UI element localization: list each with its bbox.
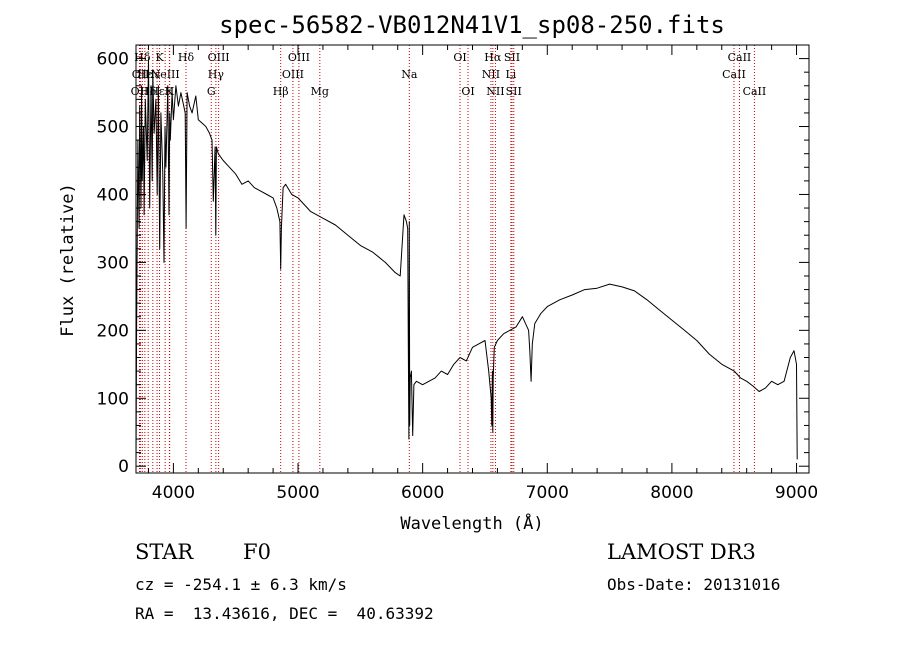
x-tick-label-2: 6000	[401, 483, 444, 503]
chart-title: spec-56582-VB012N41V1_sp08-250.fits	[219, 11, 725, 39]
object-subclass: F0	[243, 540, 271, 564]
line-marker-label-12: G	[207, 85, 216, 98]
line-marker-label-20: OI	[453, 51, 466, 64]
y-tick-label-6: 600	[97, 50, 129, 70]
x-tick-label-4: 8000	[650, 483, 693, 503]
line-marker-label-16: OIII	[282, 68, 304, 81]
line-marker-label-17: OIII	[288, 51, 310, 64]
line-marker-label-25: Li	[505, 68, 516, 81]
line-marker-label-19: Na	[401, 68, 418, 81]
y-tick-label-1: 100	[97, 389, 129, 409]
line-marker-label-26: SII	[504, 51, 520, 64]
line-marker-label-13: Hγ	[208, 68, 225, 81]
x-axis-label: Wavelength (Å)	[400, 512, 543, 534]
line-marker-label-24: NII	[486, 85, 504, 98]
line-marker-label-18: Mg	[311, 85, 329, 98]
line-marker-label-15: Hβ	[273, 85, 289, 98]
coordinates-text: RA = 13.43616, DEC = 40.63392	[135, 604, 434, 623]
line-marker-label-23: Hα	[484, 51, 502, 64]
line-marker-label-7: K	[155, 51, 164, 64]
line-marker-label-0: OII	[131, 85, 149, 98]
line-marker-label-27: SII	[506, 85, 522, 98]
y-tick-label-3: 300	[97, 253, 129, 273]
redshift-text: cz = -254.1 ± 6.3 km/s	[135, 575, 347, 594]
y-axis-label: Flux (relative)	[58, 183, 78, 337]
x-tick-label-1: 5000	[276, 483, 319, 503]
line-marker-label-11: Hδ	[178, 51, 195, 64]
line-marker-label-14: OIII	[208, 51, 230, 64]
x-tick-label-0: 4000	[152, 483, 195, 503]
x-tick-label-5: 9000	[775, 483, 818, 503]
y-tick-label-4: 400	[97, 185, 129, 205]
spectral-line-markers: OIIOIIHδHεHδHεHεKNeIIIHKHδGHγOIIIHβOIIIO…	[131, 45, 767, 473]
observation-date: Obs-Date: 20131016	[607, 575, 781, 594]
line-marker-label-9: H	[165, 85, 175, 98]
y-tick-label-0: 0	[118, 457, 129, 477]
line-marker-label-21: OI	[461, 85, 474, 98]
line-marker-label-22: NII	[482, 68, 500, 81]
object-class: STAR	[135, 540, 194, 564]
x-tick-label-3: 7000	[526, 483, 569, 503]
line-marker-label-10: K	[166, 85, 175, 98]
line-marker-label-30: CaII	[743, 85, 767, 98]
line-marker-label-29: CaII	[728, 51, 752, 64]
x-axis-ticks: 4000 5000 6000 7000 8000 9000	[147, 45, 818, 503]
line-marker-label-8: NeIII	[151, 68, 180, 81]
line-marker-label-28: CaII	[722, 68, 746, 81]
spectrum-line	[135, 58, 798, 467]
survey-name: LAMOST DR3	[607, 540, 756, 564]
line-marker-label-2: Hδ	[134, 51, 151, 64]
line-marker-label-6: Hε	[149, 85, 165, 98]
plot-frame	[135, 44, 810, 474]
y-tick-label-5: 500	[97, 118, 129, 138]
y-tick-label-2: 200	[97, 321, 129, 341]
y-axis-ticks: 0 100 200 300 400 500 600	[97, 50, 809, 477]
